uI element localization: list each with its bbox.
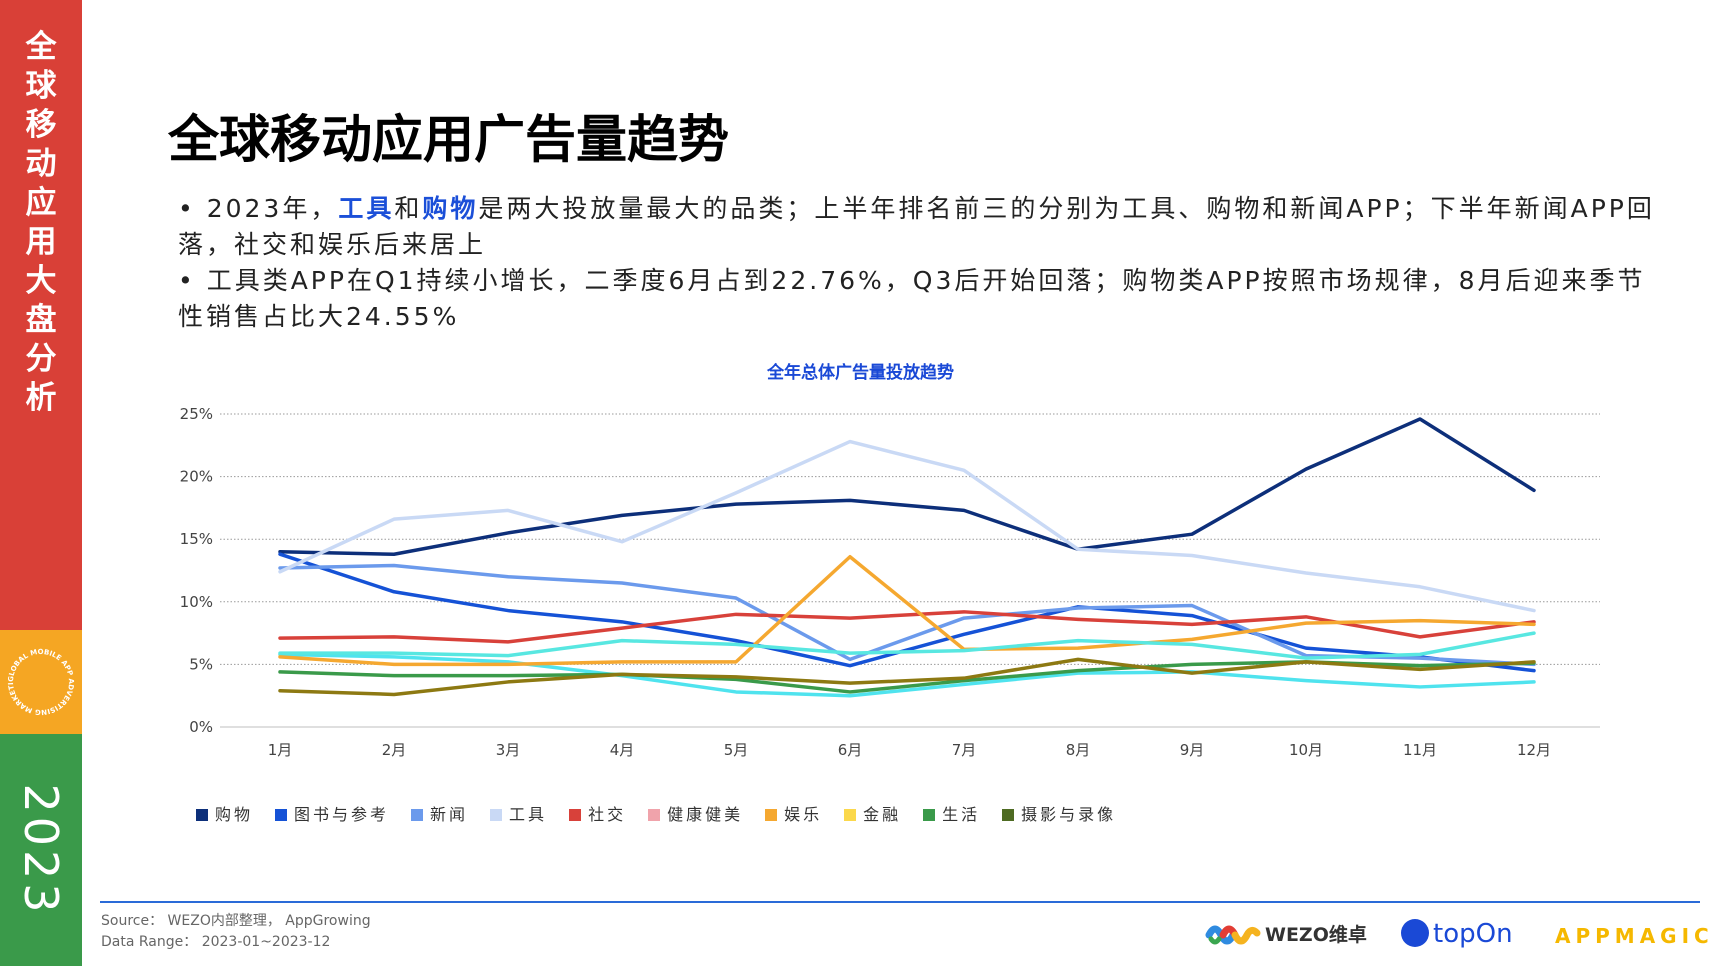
- legend-label: 摄影与录像: [1021, 805, 1117, 824]
- x-tick-label: 2月: [382, 741, 407, 759]
- sidebar-title-char: 全: [25, 29, 57, 65]
- legend-swatch: [923, 809, 936, 821]
- y-tick-label: 5%: [189, 655, 213, 673]
- x-tick-label: 1月: [268, 741, 293, 759]
- bullet-1-rest: 是两大投放量最大的品类；上半年排名前三的分别为工具、购物和新闻APP；下半年新闻…: [178, 194, 1655, 259]
- legend-item: 金融: [844, 801, 901, 825]
- series-line-工具: [278, 439, 1536, 613]
- page-title: 全球移动应用广告量趋势: [168, 111, 730, 170]
- legend-item: 娱乐: [765, 801, 822, 825]
- legend-label: 健康健美: [667, 805, 744, 824]
- legend-swatch: [844, 809, 857, 821]
- legend-item: 社交: [569, 801, 626, 825]
- sidebar-title-char: 用: [25, 224, 57, 260]
- series-line-娱乐: [278, 554, 1536, 667]
- highlight-shopping: 购物: [422, 194, 479, 223]
- legend-item: 工具: [490, 801, 547, 825]
- x-tick-label: 6月: [838, 741, 863, 759]
- legend-label: 社交: [588, 805, 627, 824]
- x-tick-label: 12月: [1517, 741, 1551, 759]
- series-line-金融: [278, 631, 1536, 660]
- sidebar-title-char: 大: [25, 263, 57, 299]
- data-range-text: Data Range： 2023-01~2023-12: [101, 934, 331, 950]
- legend-swatch: [490, 809, 503, 821]
- x-tick-label: 4月: [610, 741, 635, 759]
- sidebar-title: 全球移动应用大盘分析: [0, 28, 82, 418]
- sidebar-title-char: 球: [25, 68, 57, 104]
- legend-item: 图书与参考: [275, 801, 389, 825]
- legend-item: 新闻: [411, 801, 468, 825]
- topon-mark-icon: [1401, 919, 1429, 947]
- y-tick-label: 25%: [180, 405, 213, 423]
- highlight-tools: 工具: [338, 194, 395, 223]
- legend-item: 摄影与录像: [1002, 801, 1116, 825]
- legend-label: 购物: [215, 805, 254, 824]
- x-tick-label: 5月: [724, 741, 749, 759]
- series-line-健康健美: [278, 652, 1536, 698]
- series-line-购物: [278, 417, 1536, 556]
- series-line-社交: [278, 610, 1536, 644]
- sidebar-green-band: [0, 734, 82, 966]
- y-tick-label: 20%: [180, 468, 213, 486]
- x-tick-label: 8月: [1066, 741, 1091, 759]
- legend-label: 工具: [509, 805, 548, 824]
- series-line-摄影与录像: [278, 657, 1536, 697]
- legend-label: 图书与参考: [294, 805, 390, 824]
- sidebar-orange-band: [0, 630, 82, 734]
- legend-item: 生活: [923, 801, 980, 825]
- legend-swatch: [765, 809, 778, 821]
- x-tick-label: 7月: [952, 741, 977, 759]
- topon-logo-text: topOn: [1433, 919, 1513, 949]
- x-tick-label: 3月: [496, 741, 521, 759]
- bullet-list: • 2023年，工具和购物是两大投放量最大的品类；上半年排名前三的分别为工具、购…: [178, 191, 1658, 335]
- footer-divider: [100, 901, 1700, 903]
- x-tick-label: 11月: [1403, 741, 1437, 759]
- legend-swatch: [1002, 809, 1015, 821]
- legend-label: 新闻: [430, 805, 469, 824]
- series-line-图书与参考: [278, 552, 1536, 673]
- sidebar-title-char: 析: [25, 380, 57, 416]
- sidebar: 全球移动应用大盘分析 GLOBAL MOBILE APP ADVERTISING…: [0, 0, 82, 966]
- sidebar-red-band: [0, 0, 82, 630]
- topon-logo: topOn: [1401, 919, 1513, 949]
- y-tick-label: 15%: [180, 530, 213, 548]
- legend-label: 娱乐: [784, 805, 823, 824]
- sidebar-title-char: 应: [25, 185, 57, 221]
- legend-label: 金融: [863, 805, 902, 824]
- wezo-logo-text: WEZO维卓: [1265, 924, 1367, 946]
- source-note: Source： WEZO内部整理， AppGrowing Data Range：…: [101, 911, 371, 953]
- sidebar-title-char: 盘: [25, 302, 57, 338]
- sidebar-title-char: 分: [25, 341, 57, 377]
- badge-icon: GLOBAL MOBILE APP ADVERTISING MARKETING: [2, 636, 75, 716]
- bullet-2: • 工具类APP在Q1持续小增长，二季度6月占到22.76%，Q3后开始回落；购…: [178, 266, 1646, 331]
- bullet-1-prefix: • 2023年，: [178, 194, 339, 223]
- source-text: Source： WEZO内部整理， AppGrowing: [101, 913, 371, 929]
- sidebar-title-char: 移: [25, 107, 57, 143]
- chart-legend: 购物 图书与参考 新闻 工具 社交 健康健美 娱乐 金融 生活 摄影与录像: [196, 801, 1138, 825]
- legend-swatch: [196, 809, 208, 821]
- y-tick-label: 10%: [180, 593, 213, 611]
- bullet-1: • 2023年，工具和购物是两大投放量最大的品类；上半年排名前三的分别为工具、购…: [178, 191, 1658, 263]
- logo-bar: WEZO维卓 topOn APPMAGIC: [1205, 917, 1709, 957]
- legend-item: 健康健美: [648, 801, 743, 825]
- legend-swatch: [569, 809, 582, 821]
- x-tick-label: 10月: [1289, 741, 1323, 759]
- sidebar-title-char: 动: [25, 146, 57, 182]
- legend-swatch: [275, 809, 288, 821]
- wezo-mark-icon: [1205, 925, 1261, 945]
- y-tick-label: 0%: [189, 718, 213, 736]
- chart-title: 全年总体广告量投放趋势: [767, 363, 954, 383]
- line-chart: 0% 5% 10% 15% 20% 25% 1月 2月 3月 4月 5月 6月 7月 8月 9月 10月 11月…: [180, 405, 1600, 759]
- legend-swatch: [411, 809, 424, 821]
- appmagic-logo: APPMAGIC: [1555, 924, 1714, 948]
- x-tick-label: 9月: [1180, 741, 1205, 759]
- legend-swatch: [648, 809, 661, 821]
- legend-label: 生活: [942, 805, 981, 824]
- legend-item: 购物: [196, 801, 253, 825]
- wezo-logo: WEZO维卓: [1205, 920, 1367, 947]
- sidebar-year: 2023: [14, 783, 68, 917]
- bullet-1-and: 和: [394, 194, 423, 223]
